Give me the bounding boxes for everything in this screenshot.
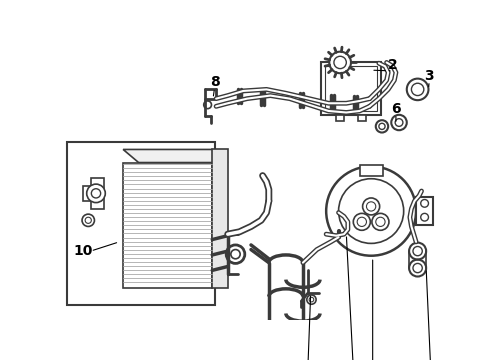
Circle shape xyxy=(328,52,350,73)
Bar xyxy=(415,197,432,225)
Polygon shape xyxy=(82,178,103,209)
Text: 10: 10 xyxy=(73,244,92,258)
Bar xyxy=(324,66,377,111)
Bar xyxy=(320,62,381,115)
Circle shape xyxy=(230,249,240,259)
Polygon shape xyxy=(123,149,227,163)
Circle shape xyxy=(226,245,244,264)
Bar xyxy=(336,115,343,121)
Bar xyxy=(67,142,214,305)
Circle shape xyxy=(86,184,105,203)
Polygon shape xyxy=(212,149,227,288)
Bar xyxy=(359,165,382,176)
Bar xyxy=(357,115,365,121)
Circle shape xyxy=(85,217,91,223)
Polygon shape xyxy=(123,163,212,288)
Text: 8: 8 xyxy=(209,75,219,89)
Circle shape xyxy=(325,166,415,256)
Circle shape xyxy=(82,214,94,226)
Circle shape xyxy=(352,213,369,230)
Circle shape xyxy=(91,189,101,198)
Circle shape xyxy=(371,213,388,230)
Text: 3: 3 xyxy=(424,68,433,82)
Circle shape xyxy=(362,198,379,215)
Text: 6: 6 xyxy=(390,102,400,116)
Text: 2: 2 xyxy=(387,58,397,72)
